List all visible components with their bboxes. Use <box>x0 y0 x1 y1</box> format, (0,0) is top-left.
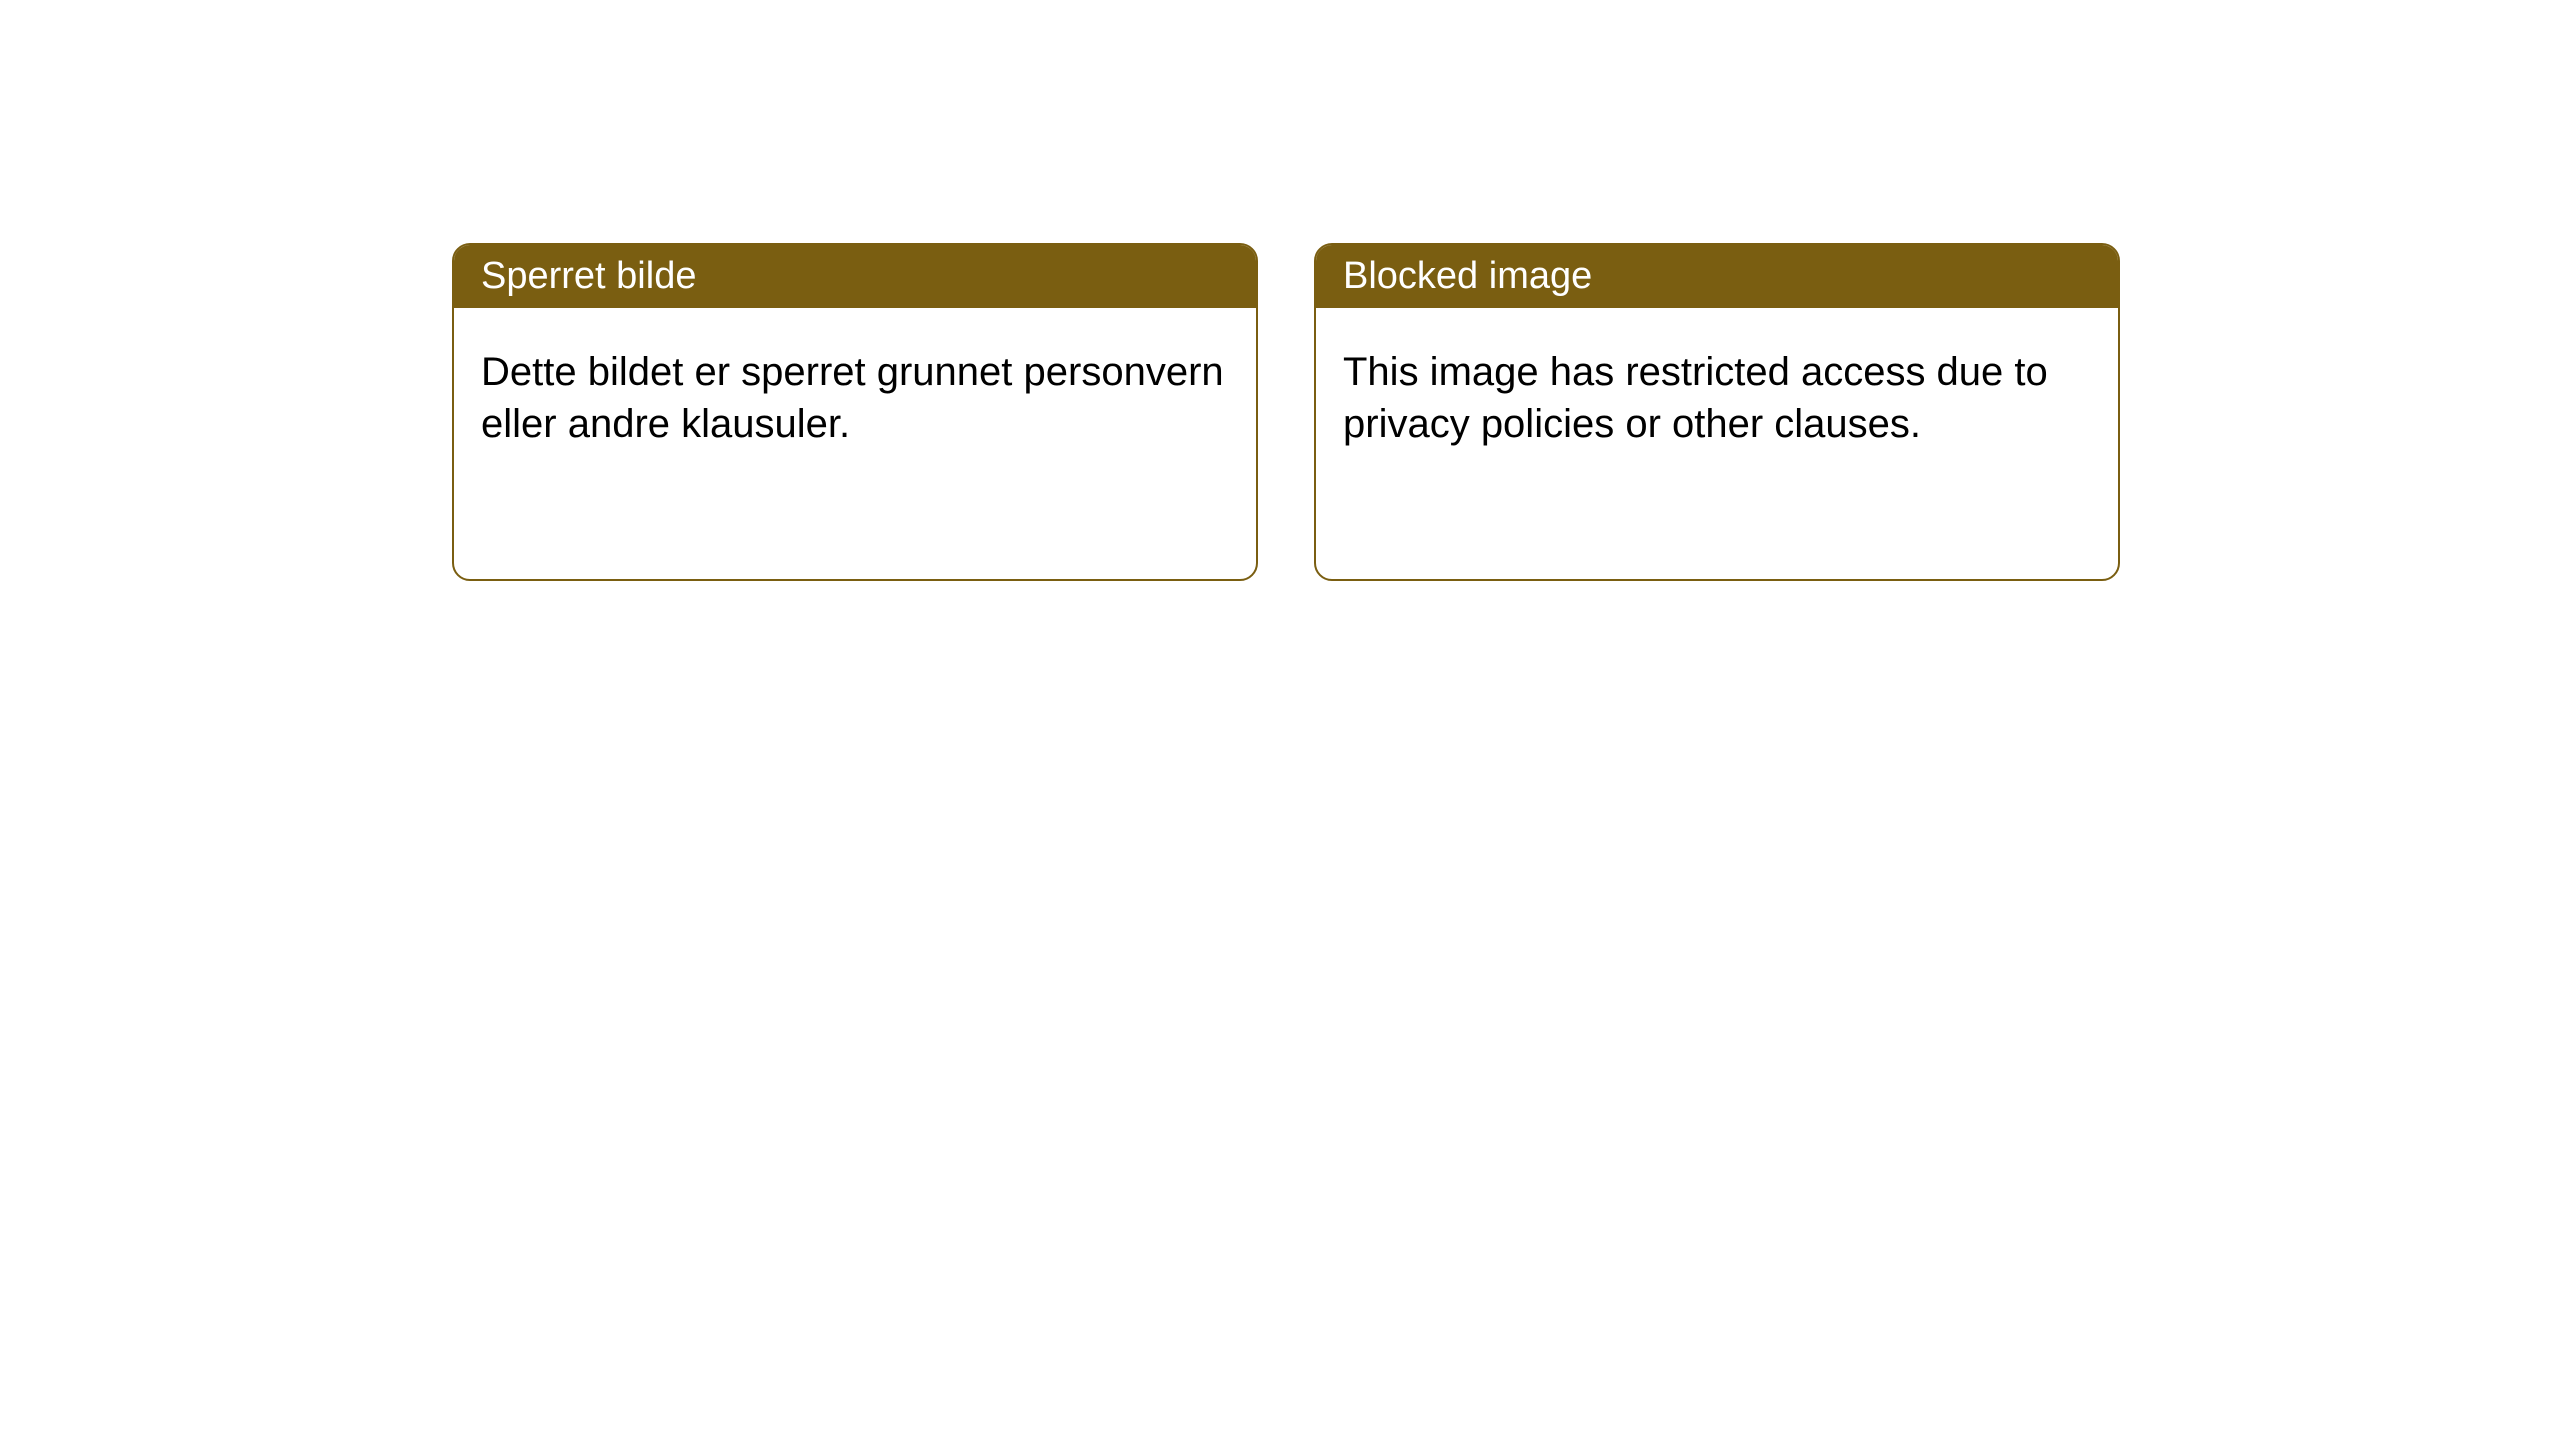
card-body-text: Dette bildet er sperret grunnet personve… <box>481 350 1224 446</box>
card-title: Sperret bilde <box>481 255 696 297</box>
notice-container: Sperret bilde Dette bildet er sperret gr… <box>0 0 2560 581</box>
card-body: This image has restricted access due to … <box>1316 308 2118 488</box>
card-title: Blocked image <box>1343 255 1592 297</box>
card-body: Dette bildet er sperret grunnet personve… <box>454 308 1256 488</box>
card-header: Blocked image <box>1316 245 2118 308</box>
card-body-text: This image has restricted access due to … <box>1343 350 2048 446</box>
card-header: Sperret bilde <box>454 245 1256 308</box>
blocked-image-card-no: Sperret bilde Dette bildet er sperret gr… <box>452 243 1258 581</box>
blocked-image-card-en: Blocked image This image has restricted … <box>1314 243 2120 581</box>
